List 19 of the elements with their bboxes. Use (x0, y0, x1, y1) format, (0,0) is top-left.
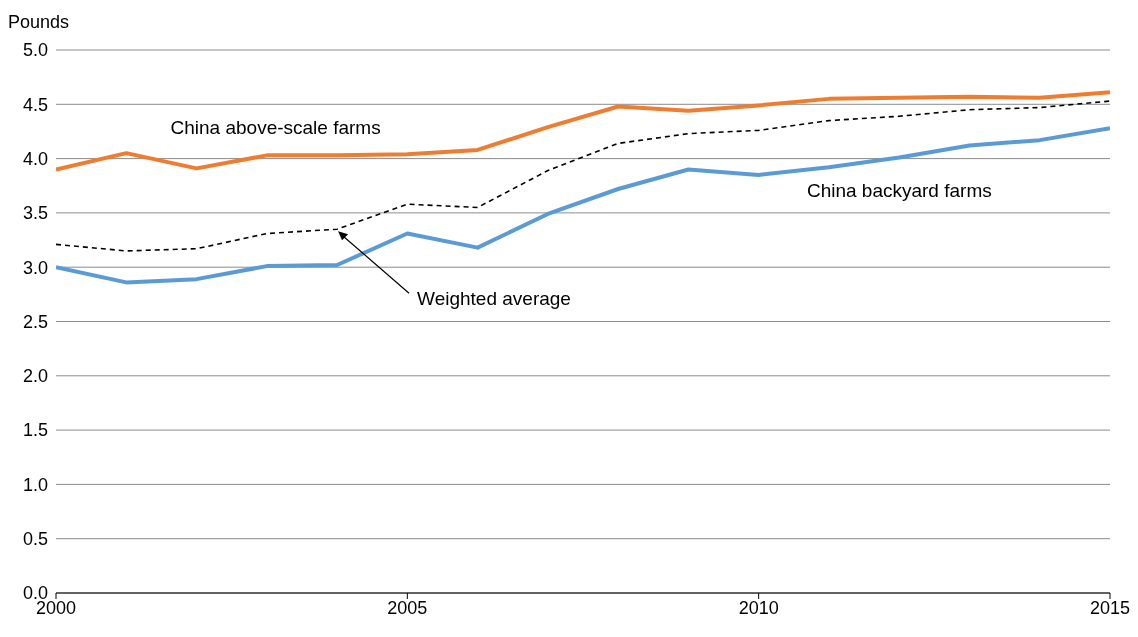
y-tick-label: 3.5 (22, 203, 48, 224)
y-tick-label: 4.0 (22, 148, 48, 169)
x-tick-label: 2015 (1089, 597, 1131, 618)
x-tick-label: 2010 (738, 597, 779, 618)
line-series (56, 100, 1110, 252)
y-tick-label: 4.5 (22, 94, 48, 115)
text: Weighted average (417, 288, 571, 310)
series-label: China backyard farms (806, 180, 992, 202)
y-tick-label: 1.5 (22, 420, 48, 441)
x-tick-label: 2005 (387, 597, 428, 618)
series-label: China above-scale farms (170, 117, 381, 139)
y-tick-label: 2.5 (22, 311, 48, 332)
y-tick-label: 1.0 (22, 474, 48, 495)
y-tick-label: 5.0 (22, 40, 48, 61)
y-tick-label: 3.0 (22, 257, 48, 278)
line-series (56, 90, 1110, 172)
y-tick-label: 0.5 (22, 529, 48, 550)
y-tick-label: 2.0 (22, 366, 48, 387)
y-axis-title: Pounds (8, 12, 70, 33)
